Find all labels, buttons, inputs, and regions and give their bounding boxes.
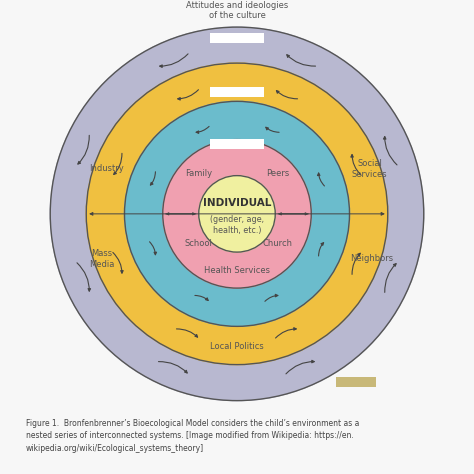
Circle shape (199, 175, 275, 252)
Circle shape (163, 140, 311, 288)
Circle shape (50, 27, 424, 401)
Text: Social
Services: Social Services (352, 159, 388, 179)
Text: (gender, age,
health, etc.): (gender, age, health, etc.) (210, 215, 264, 235)
Text: Church: Church (263, 238, 292, 247)
Circle shape (86, 63, 388, 365)
Text: School: School (185, 238, 213, 247)
Bar (210, 33, 264, 43)
Text: Family: Family (185, 169, 212, 178)
Text: INDIVIDUAL: INDIVIDUAL (203, 198, 271, 208)
Text: Health Services: Health Services (204, 265, 270, 274)
Text: Attitudes and ideologies
of the culture: Attitudes and ideologies of the culture (186, 1, 288, 20)
Bar (210, 139, 264, 149)
Circle shape (125, 101, 349, 327)
Bar (210, 87, 264, 97)
Bar (336, 377, 376, 387)
Text: Neighbors: Neighbors (350, 255, 393, 264)
Text: Figure 1.  Bronfenbrenner’s Bioecological Model considers the child’s environmen: Figure 1. Bronfenbrenner’s Bioecological… (26, 419, 359, 453)
Text: Mass
Media: Mass Media (89, 249, 115, 269)
Text: Peers: Peers (266, 169, 289, 178)
Text: Local Politics: Local Politics (210, 342, 264, 351)
Text: Industry: Industry (89, 164, 124, 173)
